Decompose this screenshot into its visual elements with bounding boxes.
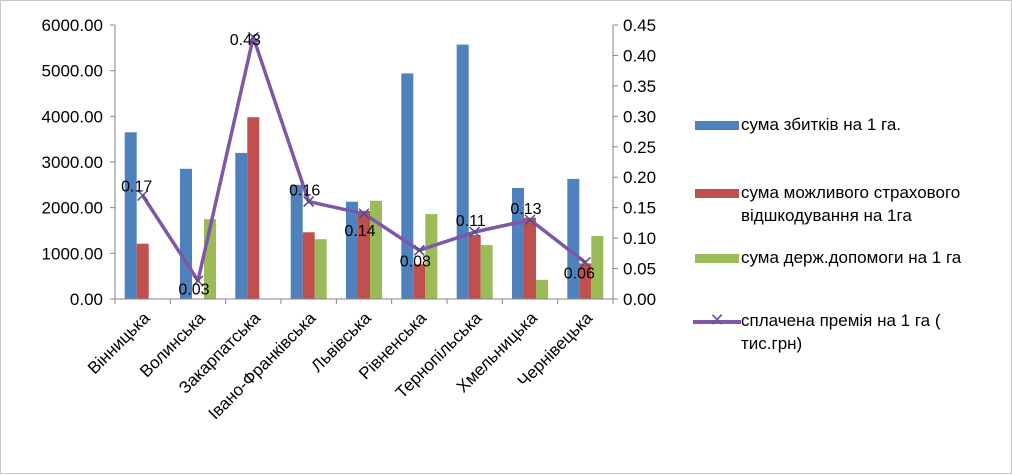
bar-1-9 <box>567 178 580 299</box>
premium-point-5 <box>358 208 370 220</box>
legend-item-insurance: сума можливого страхового відшкодування … <box>693 181 1005 227</box>
bar-1-7 <box>456 44 469 299</box>
y-right-tick-label-1: 0.05 <box>623 260 656 279</box>
premium-point-9 <box>579 256 591 268</box>
y-right-tick-label-7: 0.35 <box>623 77 656 96</box>
labels-layer: 0.17 0.03 0.43 0.16 0.14 0.08 0.11 0.13 0.06 <box>121 32 595 299</box>
bar-2-8 <box>524 217 536 299</box>
y-right-tick-label-5: 0.25 <box>623 138 656 157</box>
legend-swatch-losses <box>693 113 741 133</box>
premium-data-label-7: 0.11 <box>456 213 486 230</box>
premium-data-label-4: 0.16 <box>289 183 320 200</box>
legend-swatch-insurance <box>693 181 741 201</box>
premium-data-label-8: 0.13 <box>510 201 541 218</box>
premium-point-4 <box>303 196 315 208</box>
y-left-tick-label-2: 2000.00 <box>42 199 103 218</box>
bar-2-7 <box>468 235 481 299</box>
y-right-tick-label-6: 0.30 <box>623 107 656 126</box>
line-layer <box>137 31 591 287</box>
legend-item-losses: сума збитків на 1 га. <box>693 113 1005 136</box>
premium-data-label-6: 0.08 <box>400 253 431 270</box>
bar-1-1 <box>124 132 137 299</box>
y-left-tick-label-0: 0.00 <box>70 290 103 309</box>
y-left-tick-label-1: 1000.00 <box>42 244 103 263</box>
premium-point-3 <box>247 31 259 43</box>
legend-x-marker-icon: ✕ <box>709 310 725 330</box>
premium-data-label-3: 0.43 <box>230 32 261 49</box>
bar-2-4 <box>302 232 315 299</box>
bar-1-5 <box>346 201 358 299</box>
y-right-tick-label-9: 0.45 <box>623 16 656 35</box>
bar-2-1 <box>136 243 149 299</box>
y-left-tick-label-6: 6000.00 <box>42 16 103 35</box>
premium-data-label-9: 0.06 <box>564 266 595 283</box>
bar-3-6 <box>425 214 438 299</box>
legend-label-insurance: сума можливого страхового відшкодування … <box>741 183 961 225</box>
bar-2-6 <box>413 264 426 299</box>
premium-point-7 <box>469 226 481 238</box>
legend-label-losses: сума збитків на 1 га. <box>741 115 902 134</box>
premium-point-6 <box>413 244 425 256</box>
premium-point-1 <box>137 189 149 202</box>
y-left-tick-label-3: 3000.00 <box>42 153 103 172</box>
legend-label-premium: сплачена премія на 1 га ( тис.грн) <box>741 311 941 353</box>
bar-3-7 <box>480 245 493 299</box>
bar-2-9 <box>579 263 592 299</box>
premium-point-2 <box>192 275 204 287</box>
y-right-tick-label-0: 0.00 <box>623 290 656 309</box>
bar-1-2 <box>180 168 192 299</box>
bar-3-5 <box>370 200 382 299</box>
premium-data-label-1: 0.17 <box>121 179 152 196</box>
legend-swatch-premium: ✕ <box>693 309 741 330</box>
bar-1-4 <box>290 184 303 299</box>
bar-2-3 <box>247 117 260 299</box>
legend-item-premium: ✕ сплачена премія на 1 га ( тис.грн) <box>693 309 1005 355</box>
bar-1-8 <box>512 188 524 299</box>
y-right-tick-label-3: 0.15 <box>623 199 656 218</box>
legend-label-state-aid: сума держ.допомоги на 1 га <box>741 248 962 267</box>
bars-layer <box>124 44 604 300</box>
bar-3-4 <box>314 239 327 299</box>
premium-data-label-2: 0.03 <box>178 282 209 299</box>
y-right-tick-label-2: 0.10 <box>623 229 656 248</box>
bar-1-3 <box>235 152 248 299</box>
y-right-tick-label-4: 0.20 <box>623 168 656 187</box>
bar-2-5 <box>358 210 370 299</box>
x-category-label-4: Івано-Франківська <box>205 308 320 423</box>
y-left-tick-label-4: 4000.00 <box>42 107 103 126</box>
premium-point-8 <box>524 214 536 226</box>
bar-3-8 <box>536 279 548 299</box>
y-left-tick-label-5: 5000.00 <box>42 62 103 81</box>
y-right-tick-label-8: 0.40 <box>623 46 656 65</box>
bar-3-9 <box>591 236 604 299</box>
legend-swatch-state-aid <box>693 246 741 266</box>
premium-data-label-5: 0.14 <box>344 223 375 240</box>
legend-item-state-aid: сума держ.допомоги на 1 га <box>693 246 1005 269</box>
